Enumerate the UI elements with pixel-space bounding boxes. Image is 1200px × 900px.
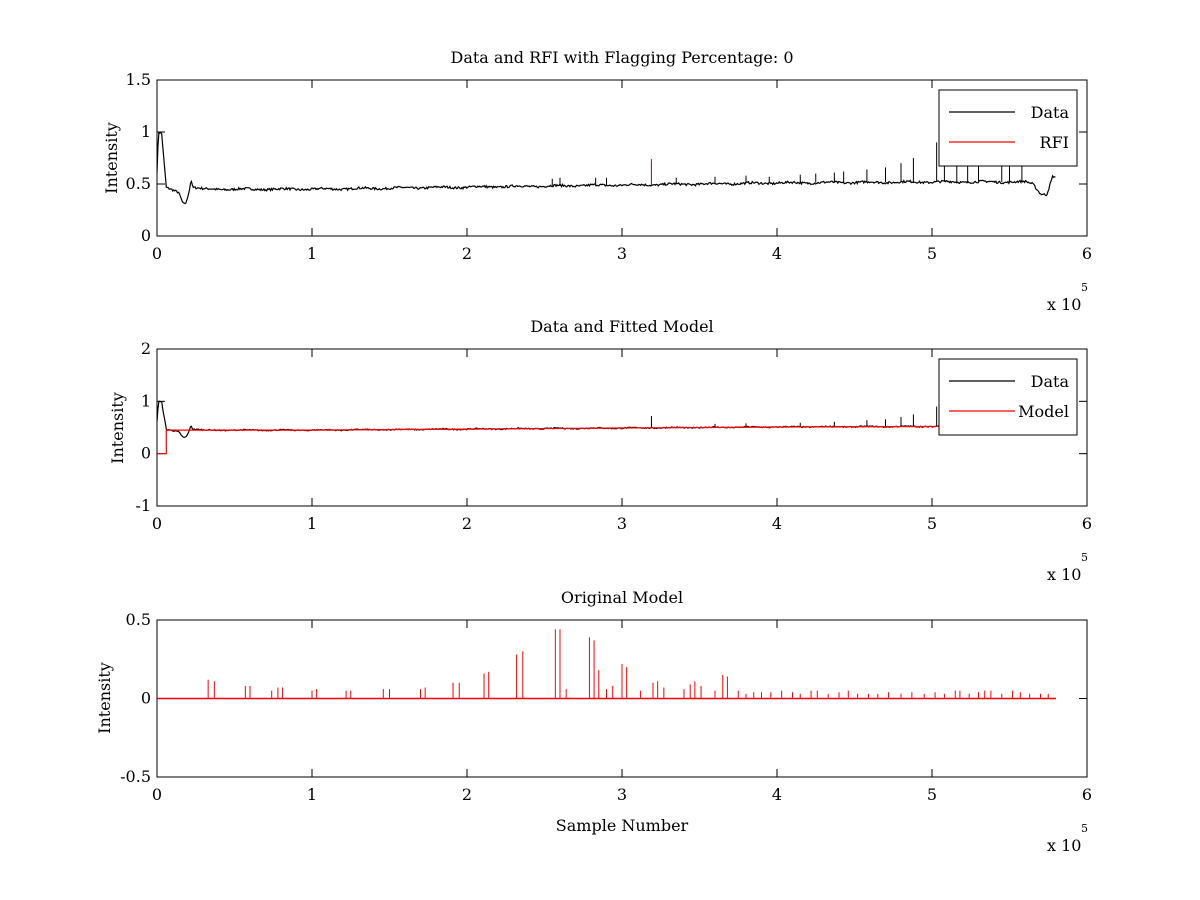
- x-tick-label: 5: [927, 244, 937, 263]
- y-tick-label: 0: [141, 226, 151, 245]
- y-tick-label: 1.5: [126, 70, 151, 89]
- legend: Data RFI: [938, 89, 1078, 167]
- x-multiplier-exponent: 5: [1081, 281, 1088, 294]
- x-tick-label: 6: [1082, 785, 1092, 804]
- x-tick-label: 0: [152, 514, 162, 533]
- x-tick-label: 6: [1082, 244, 1092, 263]
- y-axis-label: Intensity: [102, 122, 121, 194]
- y-tick-label: -1: [135, 496, 151, 515]
- panel-title: Data and Fitted Model: [530, 317, 713, 336]
- y-tick-label: 0: [141, 444, 151, 463]
- x-tick-label: 2: [462, 244, 472, 263]
- x-tick-label: 6: [1082, 514, 1092, 533]
- legend: Data Model: [938, 358, 1078, 436]
- y-tick-label: 0.5: [126, 174, 151, 193]
- panel-rfi: Data and RFI with Flagging Percentage: 0…: [102, 48, 1092, 314]
- x-multiplier: x 10: [1047, 836, 1081, 855]
- x-tick-label: 1: [307, 244, 317, 263]
- x-tick-label: 4: [772, 785, 782, 804]
- series-model: [157, 425, 1057, 455]
- y-tick-label: 2: [141, 339, 151, 358]
- x-tick-label: 3: [617, 244, 627, 263]
- legend-label: Data: [1031, 103, 1070, 122]
- y-axis-label: Intensity: [108, 392, 127, 464]
- x-tick-label: 1: [307, 514, 317, 533]
- x-tick-label: 3: [617, 514, 627, 533]
- legend-box: [938, 358, 1078, 436]
- y-tick-label: 1: [141, 122, 151, 141]
- y-tick-label: 0.5: [126, 610, 151, 629]
- legend-label: Data: [1031, 372, 1070, 391]
- y-tick-label: 1: [141, 391, 151, 410]
- legend-label: RFI: [1040, 133, 1069, 152]
- x-tick-label: 2: [462, 514, 472, 533]
- x-tick-label: 4: [772, 514, 782, 533]
- y-axis-label: Intensity: [95, 662, 114, 734]
- panel-title: Data and RFI with Flagging Percentage: 0: [450, 48, 793, 67]
- panel-original-model: Original Model Intensity Sample Number x…: [95, 588, 1092, 855]
- x-multiplier: x 10: [1047, 295, 1081, 314]
- x-tick-label: 3: [617, 785, 627, 804]
- series-line: [157, 425, 1057, 455]
- y-tick-label: -0.5: [120, 767, 151, 786]
- x-tick-label: 4: [772, 244, 782, 263]
- x-tick-label: 5: [927, 514, 937, 533]
- x-multiplier-exponent: 5: [1081, 551, 1088, 564]
- x-tick-label: 0: [152, 244, 162, 263]
- x-multiplier-exponent: 5: [1081, 822, 1088, 835]
- x-tick-label: 0: [152, 785, 162, 804]
- x-tick-label: 1: [307, 785, 317, 804]
- legend-box: [938, 89, 1078, 167]
- panel-title: Original Model: [561, 588, 683, 607]
- x-axis-label: Sample Number: [556, 816, 689, 835]
- x-tick-label: 2: [462, 785, 472, 804]
- series-model: [157, 629, 1056, 700]
- legend-label: Model: [1018, 402, 1069, 421]
- y-tick-label: 0: [141, 689, 151, 708]
- x-multiplier: x 10: [1047, 565, 1081, 584]
- panel-fitted-model: Data and Fitted Model Intensity x 10 5 0…: [108, 317, 1092, 584]
- x-tick-label: 5: [927, 785, 937, 804]
